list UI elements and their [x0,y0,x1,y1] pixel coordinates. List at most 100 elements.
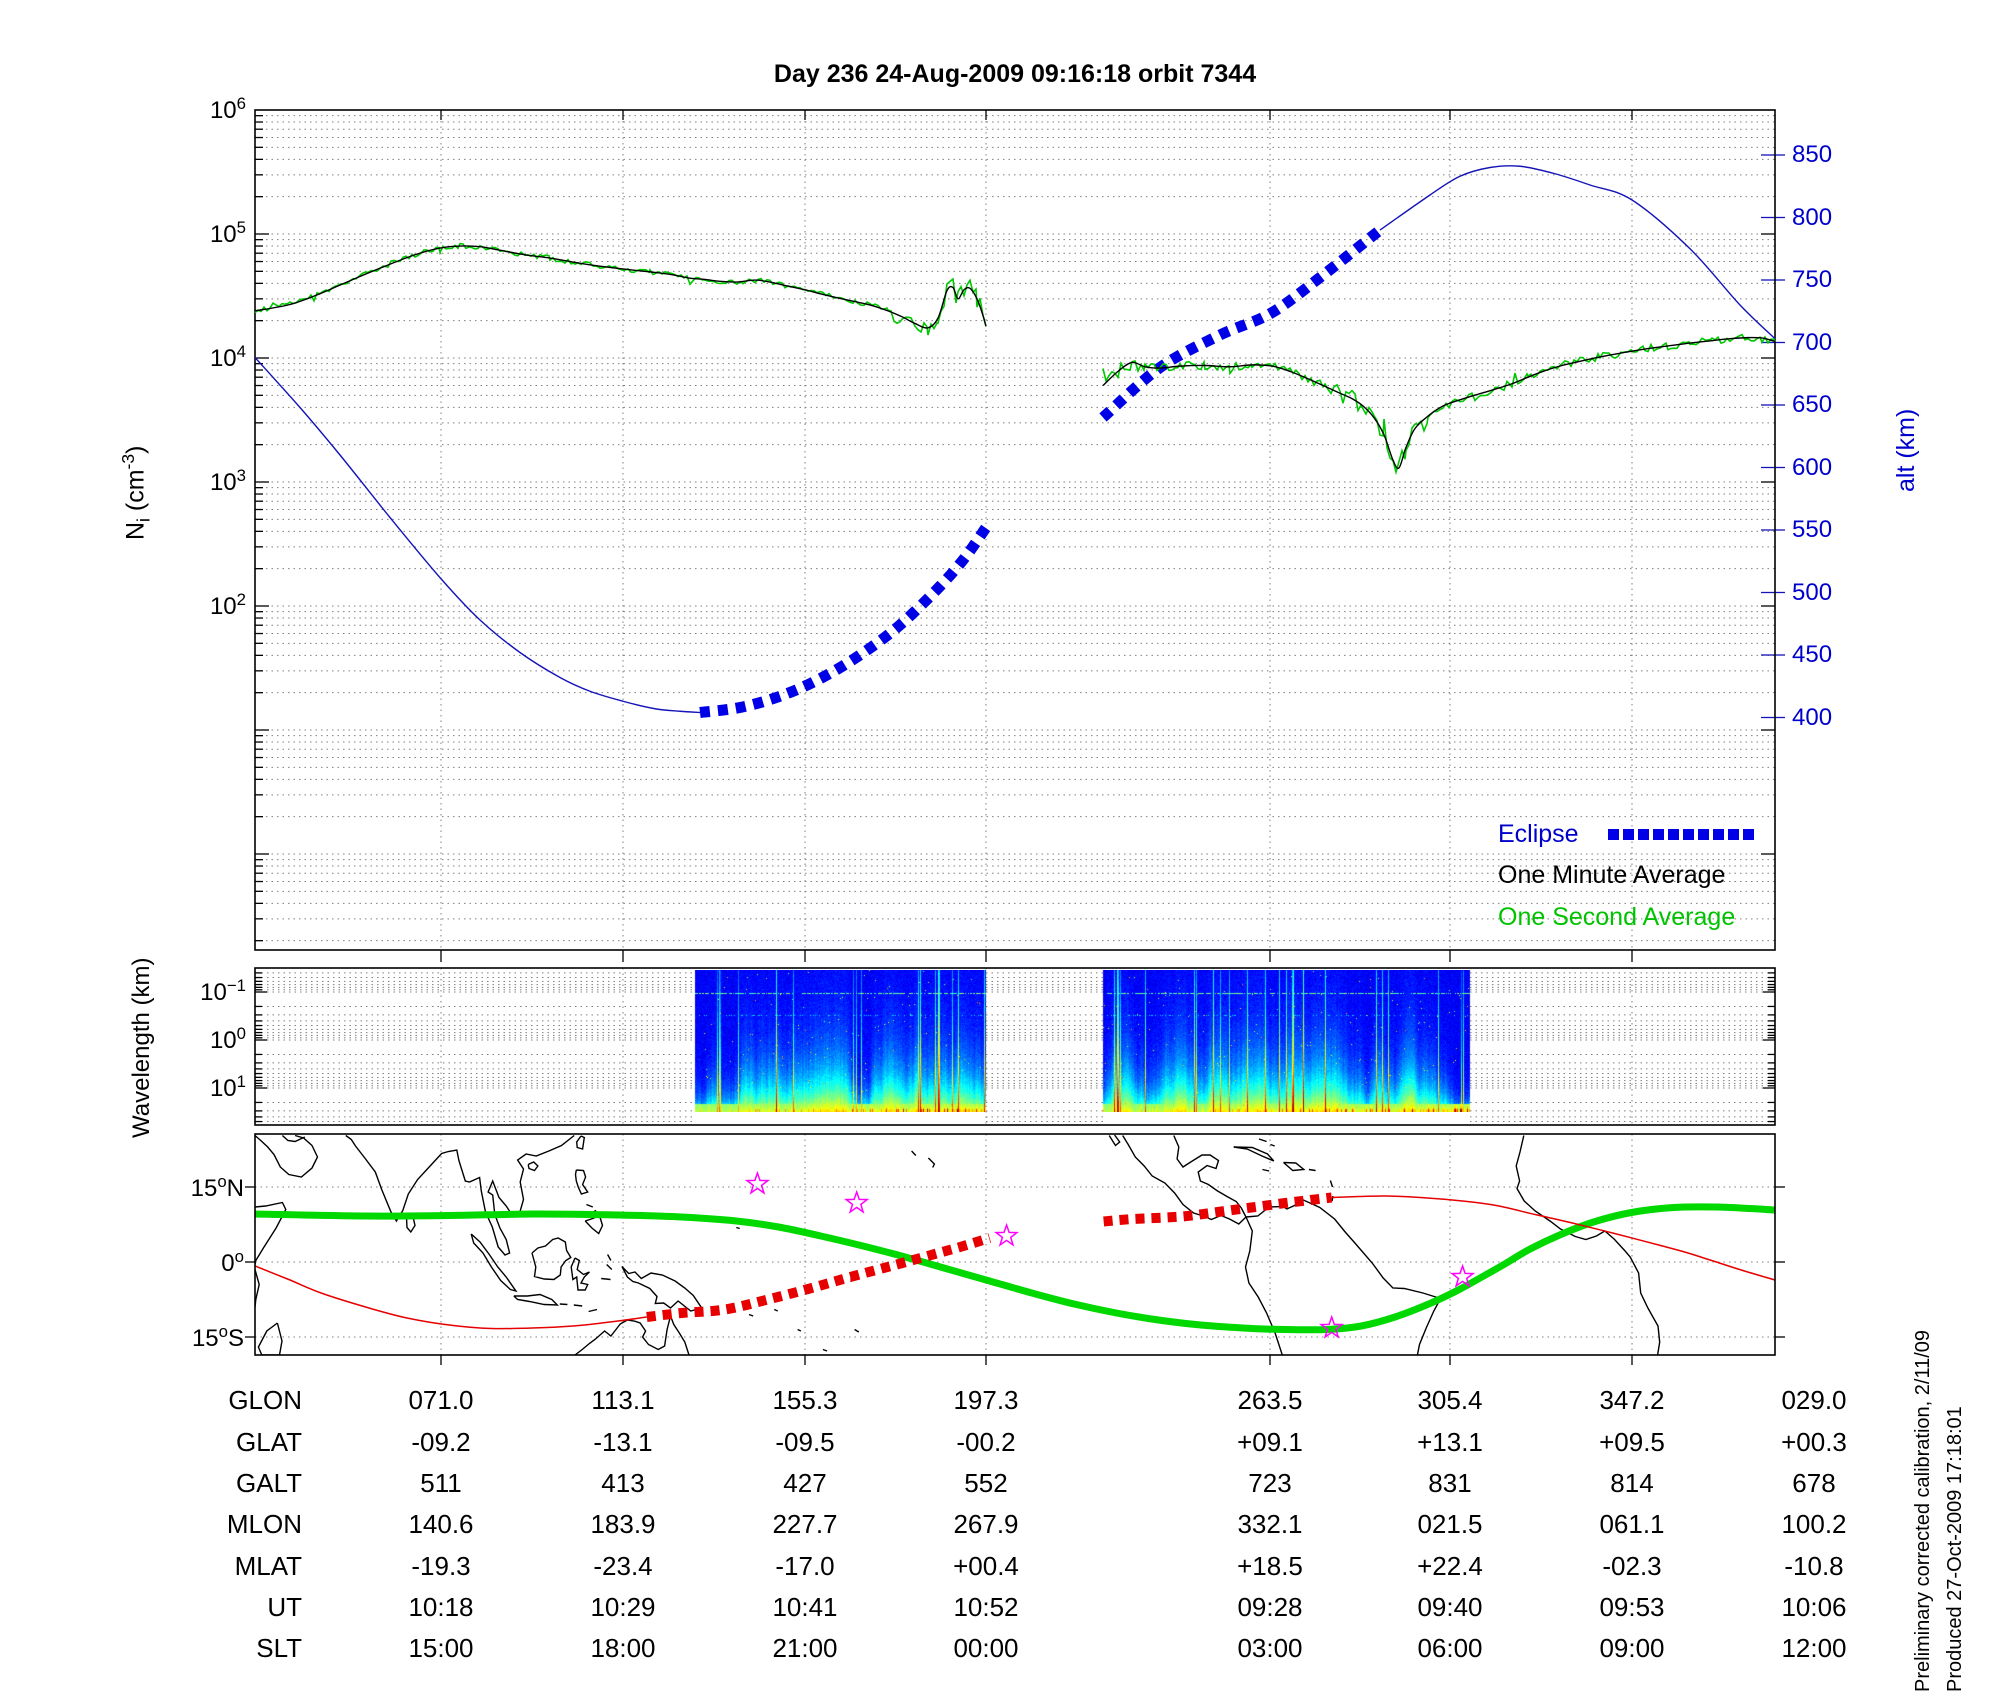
spectrogram-ticks [255,972,1775,1123]
ground-station-star [844,1189,870,1214]
table-cell-GALT-5: 723 [1248,1468,1292,1498]
spectrogram-grid [256,968,1774,1125]
table-cell-GLON-2: 113.1 [591,1385,655,1415]
table-cell-MLAT-6: +22.4 [1417,1551,1483,1581]
ground-track-solid-2 [1331,1195,1775,1281]
magnetic-equator-line [255,1203,1775,1334]
table-cell-SLT-8: 12:00 [1781,1633,1847,1663]
table-cell-UT-7: 09:53 [1599,1592,1665,1622]
map-lat-tick-0: 15oN [190,1172,244,1202]
wavelength-tick-1e-1: 10−1 [200,976,246,1006]
table-cell-GLON-3: 155.3 [772,1385,838,1415]
legend-eclipse-square [1638,829,1649,840]
altitude-curve-solid-b [1379,165,1776,340]
table-cell-GALT-7: 814 [1610,1468,1654,1498]
table-cell-MLAT-8: -10.8 [1784,1551,1844,1581]
map-border [254,1133,1776,1356]
table-cell-GLAT-7: +09.5 [1599,1427,1665,1457]
table-cell-MLON-5: 332.1 [1237,1509,1303,1539]
table-row-label-UT: UT [267,1592,302,1622]
table-cell-GLAT-5: +09.1 [1237,1427,1303,1457]
density-tick-1e3: 103 [209,466,246,496]
density-one-minute-b [1102,336,1776,470]
table-cell-MLON-8: 100.2 [1781,1509,1847,1539]
table-row-label-GLON: GLON [228,1385,302,1415]
legend-eclipse-square [1713,829,1724,840]
density-one-second-a [254,242,987,336]
table-cell-MLON-2: 183.9 [590,1509,656,1539]
altitude-tick-850: 850 [1792,141,1833,168]
ground-track-solid-1 [255,1265,647,1330]
ground-station-star [993,1222,1020,1247]
table-cell-MLAT-5: +18.5 [1237,1551,1303,1581]
legend-minute-label: One Minute Average [1498,861,1726,889]
ground-station-star [1449,1263,1476,1288]
legend-eclipse-square [1683,829,1694,840]
table-cell-GLON-4: 197.3 [953,1385,1019,1415]
density-tick-1e5: 105 [209,218,246,248]
table-cell-SLT-6: 06:00 [1417,1633,1483,1663]
table-cell-GALT-2: 413 [601,1468,645,1498]
table-cell-GLAT-6: +13.1 [1417,1427,1483,1457]
footnote-produced: Produced 27-Oct-2009 17:18:01 [1944,1406,1966,1692]
legend-eclipse-marker [1608,827,1758,845]
legend-eclipse-square [1728,829,1739,840]
table-cell-UT-2: 10:29 [590,1592,656,1622]
altitude-eclipse-segment-b [1099,225,1384,422]
legend-eclipse-square [1668,829,1679,840]
table-cell-GALT-6: 831 [1428,1468,1472,1498]
table-cell-MLON-4: 267.9 [953,1509,1019,1539]
table-cell-UT-1: 10:18 [408,1592,474,1622]
table-cell-SLT-2: 18:00 [590,1633,656,1663]
table-cell-GLON-7: 347.2 [1599,1385,1665,1415]
altitude-tick-450: 450 [1792,641,1833,668]
altitude-tick-500: 500 [1792,578,1833,606]
table-cell-GLAT-4: -00.2 [956,1427,1016,1457]
table-cell-UT-4: 10:52 [953,1592,1019,1622]
coastlines [255,1134,1661,1355]
density-tick-1e2: 102 [209,590,246,620]
figure-title: Day 236 24-Aug-2009 09:16:18 orbit 7344 [773,60,1257,88]
altitude-tick-400: 400 [1792,703,1833,731]
wavelength-tick-1e0: 100 [209,1024,246,1054]
table-cell-SLT-1: 15:00 [408,1633,474,1663]
table-row-label-MLAT: MLAT [234,1551,302,1581]
legend-eclipse-square [1608,829,1619,840]
density-one-second-b [1102,333,1776,476]
legend-second-label: One Second Average [1498,903,1736,931]
ground-station-star [744,1170,771,1195]
table-cell-MLAT-2: -23.4 [593,1551,653,1581]
table-row-label-GALT: GALT [236,1468,302,1498]
table-cell-MLAT-7: -02.3 [1602,1551,1662,1581]
table-cell-UT-5: 09:28 [1237,1592,1303,1622]
table-cell-MLAT-4: +00.4 [953,1551,1019,1581]
density-axis-label: Ni (cm-3) [118,445,154,540]
table-cell-MLAT-3: -17.0 [775,1551,835,1581]
legend-eclipse-square [1743,829,1754,840]
density-one-minute-a [254,245,987,329]
table-cell-UT-3: 10:41 [772,1592,838,1622]
map-lat-tick-2: 15oS [191,1322,244,1352]
altitude-tick-600: 600 [1792,453,1833,481]
ground-track-eclipse-2 [1103,1192,1333,1227]
table-cell-MLON-3: 227.7 [772,1509,838,1539]
table-cell-GLAT-1: -09.2 [411,1427,471,1457]
table-cell-GALT-1: 511 [420,1468,462,1498]
spectrogram-border [254,967,1776,1126]
table-cell-GALT-8: 678 [1792,1468,1836,1498]
table-cell-SLT-7: 09:00 [1599,1633,1665,1663]
map-ticks [245,1186,1785,1365]
table-cell-SLT-5: 03:00 [1237,1633,1303,1663]
wavelength-tick-1e1: 101 [209,1072,246,1102]
table-cell-GLON-8: 029.0 [1781,1385,1847,1415]
ground-track-eclipse-1 [646,1233,992,1322]
table-cell-GLON-6: 305.4 [1417,1385,1483,1415]
table-cell-GLON-1: 071.0 [408,1385,474,1415]
table-cell-SLT-3: 21:00 [772,1633,838,1663]
legend-eclipse-square [1653,829,1664,840]
table-row-label-SLT: SLT [256,1633,302,1663]
footnote-calibration: Preliminary corrected calibration, 2/11/… [1912,1329,1934,1692]
table-cell-GALT-4: 552 [964,1468,1008,1498]
table-cell-GLAT-2: -13.1 [593,1427,653,1457]
